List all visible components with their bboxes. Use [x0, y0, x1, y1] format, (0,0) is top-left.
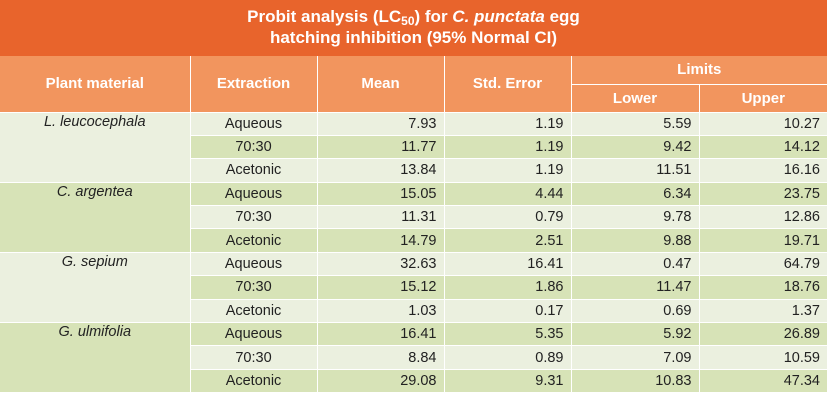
lower-limit-cell: 9.42	[571, 135, 700, 160]
lower-limit-cell: 11.47	[571, 275, 700, 300]
lower-limit-cell: 10.83	[571, 369, 700, 394]
header-mean: Mean	[317, 56, 445, 113]
mean-cell: 15.05	[317, 182, 445, 207]
upper-limit-cell: 64.79	[699, 252, 827, 277]
std-error-cell: 0.17	[444, 299, 572, 324]
plant-material-cell: G. ulmifolia	[0, 322, 191, 394]
std-error-cell: 0.89	[444, 345, 572, 370]
extraction-cell: Aqueous	[190, 322, 318, 347]
mean-cell: 11.77	[317, 135, 445, 160]
title-text-post: egg	[544, 7, 580, 26]
lower-limit-cell: 5.59	[571, 112, 700, 136]
header-upper: Upper	[699, 84, 827, 113]
std-error-cell: 0.79	[444, 205, 572, 230]
table-row: G. ulmifolia Aqueous 16.41 5.35 5.92 26.89	[0, 322, 827, 394]
header-plant-material: Plant material	[0, 56, 191, 113]
table-row: 70:30 8.84 0.89 7.09 10.59	[0, 345, 827, 370]
extraction-cell: Acetonic	[190, 228, 318, 253]
table-row: Acetonic 29.08 9.31 10.83 47.34	[0, 369, 827, 394]
std-error-cell: 9.31	[444, 369, 572, 394]
mean-cell: 29.08	[317, 369, 445, 394]
extraction-cell: Acetonic	[190, 158, 318, 183]
table-row: Acetonic 1.03 0.17 0.69 1.37	[0, 299, 827, 324]
header-std-error: Std. Error	[444, 56, 572, 113]
mean-cell: 7.93	[317, 112, 445, 136]
lower-limit-cell: 11.51	[571, 158, 700, 183]
extraction-cell: Aqueous	[190, 182, 318, 207]
upper-limit-cell: 10.27	[699, 112, 827, 136]
std-error-cell: 1.19	[444, 112, 572, 136]
extraction-cell: 70:30	[190, 135, 318, 160]
table-row: C. argentea Aqueous 15.05 4.44 6.34 23.75	[0, 182, 827, 253]
title-text-pre: Probit analysis (LC	[247, 7, 402, 26]
mean-cell: 8.84	[317, 345, 445, 370]
table-row: 70:30 15.12 1.86 11.47 18.76	[0, 275, 827, 300]
extraction-cell: 70:30	[190, 275, 318, 300]
upper-limit-cell: 19.71	[699, 228, 827, 253]
table-row: Acetonic 13.84 1.19 11.51 16.16	[0, 158, 827, 183]
extraction-cell: Acetonic	[190, 299, 318, 324]
title-text-mid: ) for	[414, 7, 453, 26]
std-error-cell: 1.19	[444, 135, 572, 160]
extraction-cell: Aqueous	[190, 112, 318, 136]
mean-cell: 32.63	[317, 252, 445, 277]
std-error-cell: 1.86	[444, 275, 572, 300]
table-row: G. sepium Aqueous 32.63 16.41 0.47 64.79	[0, 252, 827, 324]
table-body: L. leucocephala Aqueous 7.93 1.19 5.59 10.27 7…	[0, 112, 827, 394]
title-line-1: Probit analysis (LC50) for C. punctata e…	[0, 6, 827, 27]
table-row: 70:30 11.31 0.79 9.78 12.86	[0, 205, 827, 230]
upper-limit-cell: 1.37	[699, 299, 827, 324]
results-table: Plant material Extraction Mean Std. Erro…	[0, 56, 827, 394]
table-row: Acetonic 14.79 2.51 9.88 19.71	[0, 228, 827, 253]
header-lower: Lower	[571, 84, 700, 113]
std-error-cell: 1.19	[444, 158, 572, 183]
table-row: 70:30 11.77 1.19 9.42 14.12	[0, 135, 827, 160]
extraction-cell: Acetonic	[190, 369, 318, 394]
upper-limit-cell: 26.89	[699, 322, 827, 347]
upper-limit-cell: 23.75	[699, 182, 827, 207]
plant-material-cell: G. sepium	[0, 252, 191, 324]
mean-cell: 14.79	[317, 228, 445, 253]
mean-cell: 15.12	[317, 275, 445, 300]
lower-limit-cell: 9.88	[571, 228, 700, 253]
table-row: L. leucocephala Aqueous 7.93 1.19 5.59 10.27	[0, 112, 827, 183]
upper-limit-cell: 47.34	[699, 369, 827, 394]
lower-limit-cell: 0.69	[571, 299, 700, 324]
upper-limit-cell: 14.12	[699, 135, 827, 160]
title-species: C. punctata	[452, 7, 545, 26]
mean-cell: 13.84	[317, 158, 445, 183]
extraction-cell: 70:30	[190, 205, 318, 230]
extraction-cell: Aqueous	[190, 252, 318, 277]
header-extraction: Extraction	[190, 56, 318, 113]
std-error-cell: 5.35	[444, 322, 572, 347]
lower-limit-cell: 5.92	[571, 322, 700, 347]
extraction-cell: 70:30	[190, 345, 318, 370]
table-title: Probit analysis (LC50) for C. punctata e…	[0, 0, 827, 56]
plant-material-cell: L. leucocephala	[0, 112, 191, 183]
upper-limit-cell: 16.16	[699, 158, 827, 183]
std-error-cell: 4.44	[444, 182, 572, 207]
plant-material-cell: C. argentea	[0, 182, 191, 253]
upper-limit-cell: 12.86	[699, 205, 827, 230]
title-subscript: 50	[401, 14, 415, 28]
upper-limit-cell: 18.76	[699, 275, 827, 300]
mean-cell: 16.41	[317, 322, 445, 347]
upper-limit-cell: 10.59	[699, 345, 827, 370]
mean-cell: 1.03	[317, 299, 445, 324]
std-error-cell: 16.41	[444, 252, 572, 277]
lower-limit-cell: 6.34	[571, 182, 700, 207]
std-error-cell: 2.51	[444, 228, 572, 253]
lower-limit-cell: 9.78	[571, 205, 700, 230]
mean-cell: 11.31	[317, 205, 445, 230]
header-limits: Limits	[571, 56, 827, 85]
lower-limit-cell: 0.47	[571, 252, 700, 277]
title-line-2: hatching inhibition (95% Normal CI)	[269, 28, 558, 47]
lower-limit-cell: 7.09	[571, 345, 700, 370]
